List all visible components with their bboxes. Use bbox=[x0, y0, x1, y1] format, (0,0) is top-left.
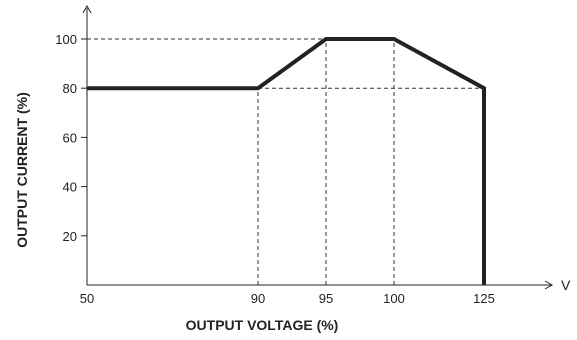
x-tick-label-95: 95 bbox=[319, 291, 333, 306]
guide-lines bbox=[87, 38, 484, 285]
x-axis-title: OUTPUT VOLTAGE (%) bbox=[186, 317, 339, 333]
y-axis-title: OUTPUT CURRENT (%) bbox=[14, 92, 30, 248]
series-layer bbox=[87, 37, 486, 285]
x-tick-label-90: 90 bbox=[251, 291, 265, 306]
x-axis-unit-label: V bbox=[561, 277, 571, 293]
series-line-0 bbox=[87, 37, 486, 285]
y-axis-arrow bbox=[82, 4, 92, 14]
y-tick-label-100: 100 bbox=[55, 32, 77, 47]
y-tick-label-40: 40 bbox=[63, 180, 77, 195]
x-tick-label-125: 125 bbox=[473, 291, 495, 306]
tick-labels: 20 40 60 80 100 50 90 95 100 125 bbox=[55, 32, 495, 306]
y-tick-label-20: 20 bbox=[63, 229, 77, 244]
x-axis-arrow bbox=[544, 280, 554, 290]
y-tick-label-80: 80 bbox=[63, 81, 77, 96]
y-tick-label-60: 60 bbox=[63, 130, 77, 145]
x-tick-label-100: 100 bbox=[383, 291, 405, 306]
x-tick-label-50: 50 bbox=[80, 291, 94, 306]
axes bbox=[82, 4, 554, 290]
